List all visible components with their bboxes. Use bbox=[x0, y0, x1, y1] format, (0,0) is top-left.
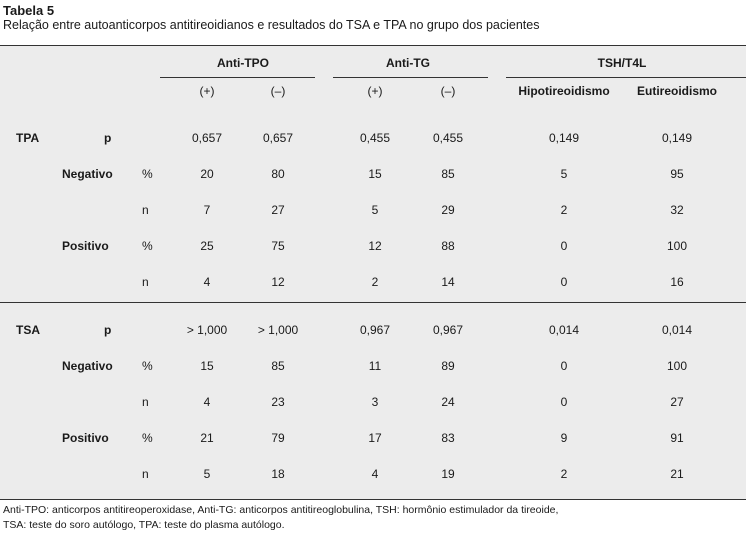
data-cell: 29 bbox=[441, 203, 455, 217]
data-cell: 4 bbox=[371, 467, 379, 481]
column-header-tpo-pos: (+) bbox=[199, 84, 215, 98]
group-rule-tsh bbox=[506, 77, 746, 78]
p-value-cell: 0,149 bbox=[548, 131, 580, 145]
data-cell: 11 bbox=[368, 359, 382, 373]
data-cell: 85 bbox=[271, 359, 285, 373]
group-label: Negativo bbox=[62, 167, 113, 181]
data-cell: 7 bbox=[203, 203, 211, 217]
data-cell: 79 bbox=[271, 431, 285, 445]
table-background bbox=[0, 45, 746, 500]
column-header-tg-pos: (+) bbox=[367, 84, 383, 98]
data-cell: 16 bbox=[670, 275, 684, 289]
data-cell: 0 bbox=[560, 239, 568, 253]
data-cell: 24 bbox=[441, 395, 455, 409]
p-value-cell: 0,455 bbox=[432, 131, 464, 145]
data-cell: 4 bbox=[203, 275, 211, 289]
data-cell: 5 bbox=[560, 167, 568, 181]
data-cell: 2 bbox=[560, 203, 568, 217]
p-value-cell: 0,149 bbox=[661, 131, 693, 145]
p-value-cell: 0,014 bbox=[548, 323, 580, 337]
data-cell: 17 bbox=[368, 431, 382, 445]
table-top-rule bbox=[0, 45, 746, 46]
data-cell: 100 bbox=[666, 239, 688, 253]
data-cell: 88 bbox=[441, 239, 455, 253]
data-cell: 23 bbox=[271, 395, 285, 409]
unit-label: % bbox=[142, 239, 153, 253]
p-value-cell: 0,967 bbox=[432, 323, 464, 337]
group-rule-anti-tg bbox=[333, 77, 488, 78]
data-cell: 89 bbox=[441, 359, 455, 373]
data-cell: 85 bbox=[441, 167, 455, 181]
unit-label: n bbox=[142, 275, 149, 289]
group-header-anti-tg: Anti-TG bbox=[386, 56, 430, 70]
column-header-tg-neg: (–) bbox=[440, 84, 456, 98]
data-cell: 5 bbox=[203, 467, 211, 481]
unit-label: % bbox=[142, 167, 153, 181]
data-cell: 21 bbox=[200, 431, 214, 445]
data-cell: 12 bbox=[271, 275, 285, 289]
data-cell: 2 bbox=[371, 275, 379, 289]
group-rule-anti-tpo bbox=[160, 77, 315, 78]
p-value-cell: 0,455 bbox=[359, 131, 391, 145]
section-label: TSA bbox=[16, 323, 40, 337]
data-cell: 14 bbox=[441, 275, 455, 289]
data-cell: 95 bbox=[670, 167, 684, 181]
group-header-anti-tpo: Anti-TPO bbox=[217, 56, 269, 70]
data-cell: 18 bbox=[271, 467, 285, 481]
p-value-cell: > 1,000 bbox=[257, 323, 299, 337]
data-cell: 4 bbox=[203, 395, 211, 409]
data-cell: 91 bbox=[670, 431, 684, 445]
data-cell: 80 bbox=[271, 167, 285, 181]
column-header-tpo-neg: (–) bbox=[270, 84, 286, 98]
p-value-cell: 0,014 bbox=[661, 323, 693, 337]
unit-label: n bbox=[142, 203, 149, 217]
footnote-line: TSA: teste do soro autólogo, TPA: teste … bbox=[3, 519, 285, 531]
column-header-eutireoidismo: Eutireoidismo bbox=[636, 84, 718, 98]
data-cell: 100 bbox=[666, 359, 688, 373]
p-label: p bbox=[104, 323, 112, 337]
table-footnote: Anti-TPO: anticorpos antitireoperoxidase… bbox=[3, 503, 743, 533]
data-cell: 20 bbox=[200, 167, 214, 181]
data-cell: 32 bbox=[670, 203, 684, 217]
data-cell: 75 bbox=[271, 239, 285, 253]
section-divider bbox=[0, 302, 746, 303]
group-label: Positivo bbox=[62, 431, 109, 445]
data-cell: 21 bbox=[670, 467, 684, 481]
data-cell: 19 bbox=[441, 467, 455, 481]
data-cell: 27 bbox=[271, 203, 285, 217]
data-cell: 9 bbox=[560, 431, 568, 445]
unit-label: n bbox=[142, 467, 149, 481]
data-cell: 15 bbox=[368, 167, 382, 181]
data-cell: 5 bbox=[371, 203, 379, 217]
group-header-tsh-t4l: TSH/T4L bbox=[597, 56, 647, 70]
data-cell: 0 bbox=[560, 275, 568, 289]
section-label: TPA bbox=[16, 131, 40, 145]
unit-label: % bbox=[142, 359, 153, 373]
data-cell: 15 bbox=[200, 359, 214, 373]
data-cell: 3 bbox=[371, 395, 379, 409]
data-cell: 12 bbox=[368, 239, 382, 253]
data-cell: 83 bbox=[441, 431, 455, 445]
data-cell: 0 bbox=[560, 359, 568, 373]
group-label: Negativo bbox=[62, 359, 113, 373]
table-subtitle: Relação entre autoanticorpos antitireoid… bbox=[3, 18, 540, 32]
p-value-cell: 0,967 bbox=[359, 323, 391, 337]
p-label: p bbox=[104, 131, 112, 145]
p-value-cell: 0,657 bbox=[262, 131, 294, 145]
data-cell: 27 bbox=[670, 395, 684, 409]
data-cell: 25 bbox=[200, 239, 214, 253]
column-header-hipotireoidismo: Hipotireoidismo bbox=[518, 84, 610, 98]
p-value-cell: > 1,000 bbox=[186, 323, 228, 337]
p-value-cell: 0,657 bbox=[191, 131, 223, 145]
table-title: Tabela 5 bbox=[3, 3, 55, 18]
table-bottom-rule bbox=[0, 499, 746, 500]
data-cell: 2 bbox=[560, 467, 568, 481]
unit-label: % bbox=[142, 431, 153, 445]
group-label: Positivo bbox=[62, 239, 109, 253]
unit-label: n bbox=[142, 395, 149, 409]
data-cell: 0 bbox=[560, 395, 568, 409]
footnote-line: Anti-TPO: anticorpos antitireoperoxidase… bbox=[3, 504, 559, 516]
